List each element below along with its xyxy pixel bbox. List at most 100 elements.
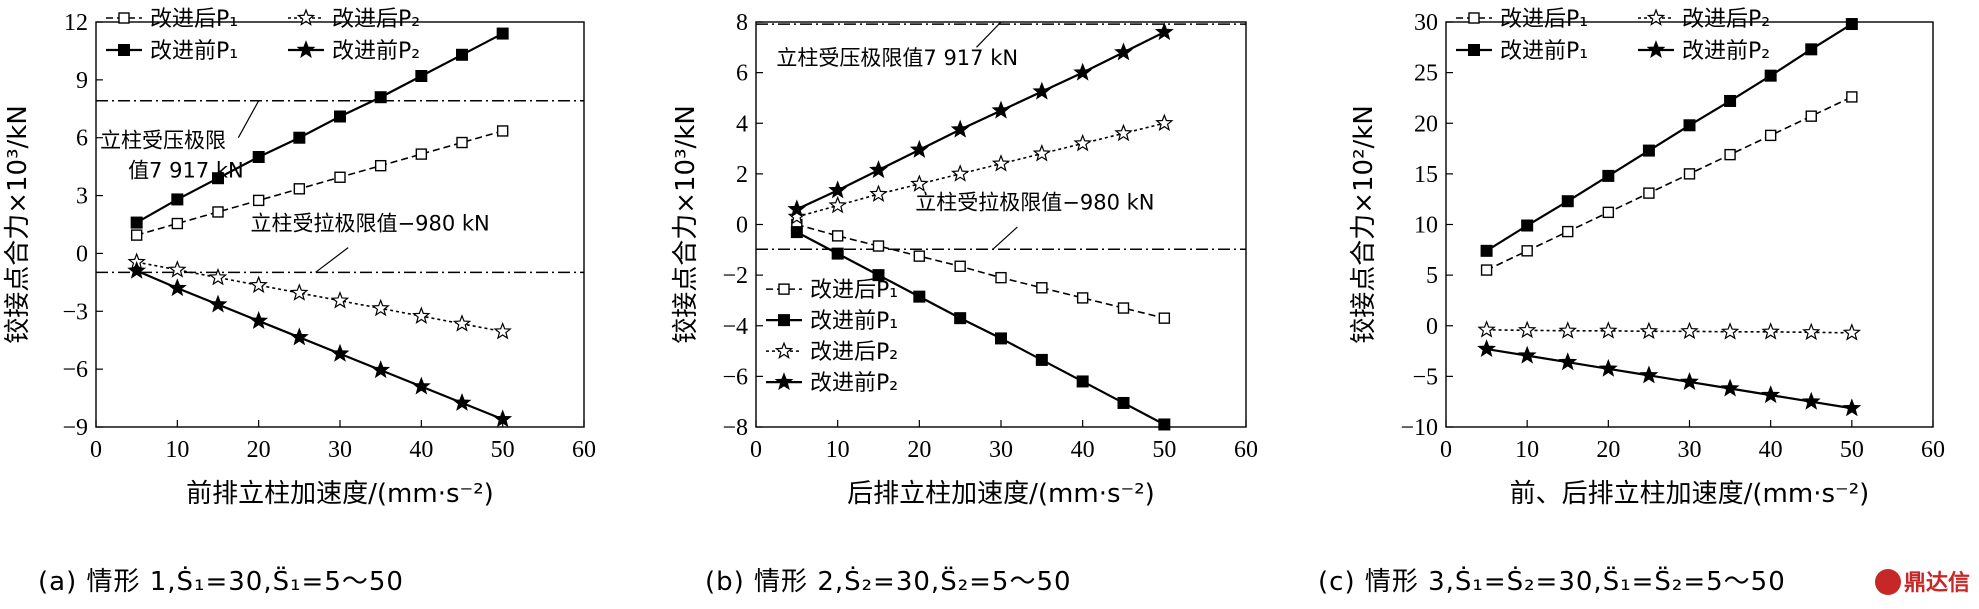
figure-caption: (c) 情形 3,Ṡ₁=Ṡ₂=30,S̈₁=S̈₂=5～50 (1318, 565, 1786, 597)
y-tick-label: 25 (1414, 61, 1438, 87)
legend-label: 改进前P₁ (1500, 39, 1588, 64)
legend-entry: 改进后P₂ (1638, 7, 1770, 32)
series-2 (130, 27, 509, 229)
legend-label: 改进后P₁ (810, 278, 898, 303)
data-point (1846, 91, 1858, 103)
data-point (1073, 62, 1093, 81)
legend-entry: 改进前P₂ (1638, 39, 1770, 64)
data-point (950, 119, 970, 138)
legend-label: 改进后P₁ (150, 7, 238, 32)
data-point (1562, 225, 1574, 238)
data-point (1642, 144, 1655, 157)
data-point (787, 207, 807, 225)
data-point (1036, 282, 1048, 294)
y-tick-label: −4 (722, 314, 748, 340)
data-point (1683, 119, 1696, 132)
data-point (249, 275, 268, 294)
data-point (293, 131, 306, 144)
x-tick-label: 10 (165, 437, 189, 463)
data-point (869, 184, 888, 202)
data-point (127, 260, 147, 279)
data-point (334, 171, 346, 183)
legend-marker (774, 372, 794, 391)
legend-marker (1468, 44, 1480, 56)
data-point (1639, 321, 1659, 340)
data-point (374, 159, 387, 172)
chart-panel-b: 0 10 20 30 40 50 60 −8 −6 −4 −2 0 2 4 6 8 后排立柱加速度/(mm·s⁻… (671, 10, 1258, 597)
data-point (1032, 143, 1052, 162)
data-point (411, 376, 431, 395)
data-point (1643, 187, 1655, 199)
legend-label: 改进后P₁ (1500, 7, 1588, 32)
plot-frame (755, 21, 1247, 428)
data-point (1117, 396, 1130, 409)
limit-leader (237, 100, 260, 139)
series-line (1486, 96, 1853, 271)
data-point (995, 332, 1007, 345)
data-point (1602, 169, 1615, 182)
legend-label: 改进前P₂ (332, 39, 420, 64)
series-line (1486, 347, 1853, 410)
data-point (1802, 322, 1821, 341)
chart-panel-a: 0 10 20 30 40 50 60 −9 −6 −3 0 3 6 9 12 前排立柱加速度/(mm·s⁻²… (3, 7, 596, 597)
data-point (130, 229, 143, 241)
y-axis-label: 铰接点合力×10³/kN (3, 105, 33, 344)
data-point (293, 183, 306, 195)
data-point (1602, 206, 1615, 219)
x-axis-label: 后排立柱加速度/(mm·s⁻²) (847, 479, 1155, 509)
legend-entry: 改进后P₁ (106, 7, 238, 32)
data-point (787, 199, 807, 218)
data-point (872, 269, 885, 282)
data-point (330, 290, 350, 309)
watermark-text: 鼎达信 (1904, 570, 1970, 596)
data-point (171, 193, 184, 206)
data-point (1805, 43, 1818, 56)
data-point (1076, 375, 1089, 388)
limit-annotation: 立柱受拉极限值−980 kN (915, 190, 1154, 214)
legend-marker (296, 8, 316, 26)
data-point (1761, 322, 1780, 340)
x-tick-label: 0 (90, 437, 102, 463)
data-point (1724, 94, 1737, 107)
data-point (1720, 378, 1740, 397)
data-point (1158, 312, 1171, 324)
legend: 改进后P₁ 改进前P₁ 改进后P₂ 改进前P₂ (766, 278, 898, 396)
series-0 (791, 218, 1171, 324)
x-tick-label: 0 (1440, 437, 1452, 463)
data-point (828, 195, 847, 214)
data-point (212, 172, 224, 185)
chart-panel-c: 0 10 20 30 40 50 60 −10 −5 0 5 10 15 20 25 30 前、后排立柱加速度/… (1318, 7, 1945, 597)
data-point (1154, 22, 1174, 41)
data-point (1480, 264, 1493, 276)
y-tick-label: 0 (76, 241, 88, 267)
limit-annotation: 立柱受压极限 (100, 128, 226, 152)
data-point (412, 306, 431, 324)
data-point (452, 314, 472, 332)
y-tick-label: 5 (1426, 263, 1438, 289)
y-tick-label: −9 (62, 415, 88, 441)
data-point (1761, 385, 1781, 404)
plot-frame (1445, 21, 1934, 428)
data-point (828, 180, 848, 199)
y-tick-label: 0 (1426, 314, 1438, 340)
legend-entry: 改进后P₂ (766, 340, 898, 365)
x-tick-label: 20 (907, 437, 931, 463)
series-3 (787, 22, 1174, 218)
series-line (796, 31, 1165, 211)
data-point (1805, 110, 1817, 122)
legend: 改进后P₁ 改进后P₂ 改进前P₁ 改进前P₂ (1456, 7, 1770, 64)
data-point (1720, 322, 1740, 340)
x-tick-label: 40 (409, 437, 433, 463)
data-point (1076, 292, 1089, 304)
data-point (1842, 323, 1862, 341)
legend-label: 改进前P₂ (810, 371, 898, 396)
y-tick-label: 9 (76, 68, 88, 94)
data-point (208, 294, 228, 313)
x-tick-label: 30 (328, 437, 352, 463)
series-line (136, 32, 504, 224)
data-point (790, 226, 803, 239)
data-point (1521, 245, 1533, 257)
legend-entry: 改进后P₁ (766, 278, 898, 303)
x-tick-label: 60 (1921, 437, 1945, 463)
data-point (493, 321, 512, 340)
